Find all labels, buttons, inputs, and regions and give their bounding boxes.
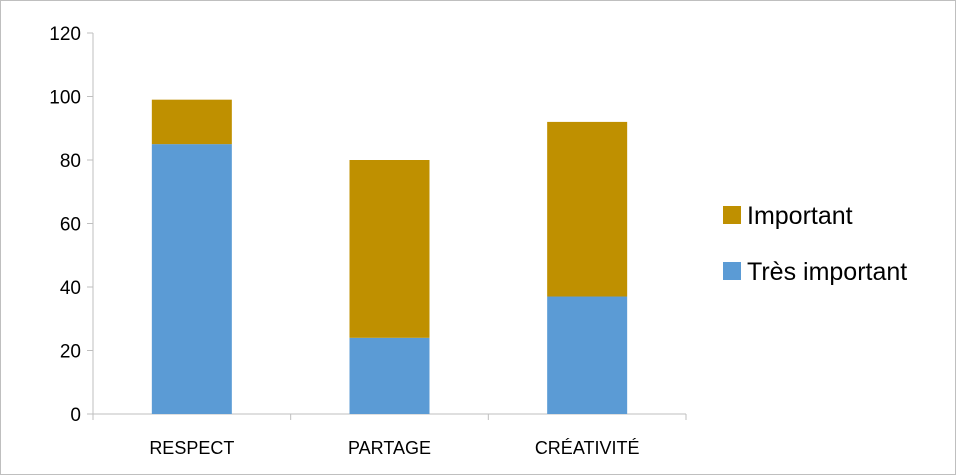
x-category-label: CRÉATIVITÉ — [535, 438, 640, 458]
legend-label: Très important — [747, 258, 907, 286]
y-tick-label: 100 — [49, 88, 81, 109]
y-tick-label: 80 — [60, 151, 81, 172]
y-tick-label: 20 — [60, 342, 81, 363]
bar-créativité-series-0 — [547, 296, 628, 414]
bar-partage-series-0 — [349, 337, 430, 414]
legend: Important Très important — [723, 202, 907, 286]
bar-créativité-series-1 — [547, 121, 628, 297]
legend-swatch — [723, 262, 741, 280]
bar-partage-series-1 — [349, 160, 430, 338]
legend-label: Important — [747, 202, 853, 230]
y-tick-label: 40 — [60, 278, 81, 299]
bar-respect-series-1 — [151, 99, 232, 145]
bars — [151, 99, 628, 414]
bar-respect-series-0 — [151, 144, 232, 414]
y-tick-label: 60 — [60, 215, 81, 236]
y-tick-label: 0 — [70, 405, 81, 426]
x-category-label: PARTAGE — [348, 438, 431, 458]
x-axis: RESPECT PARTAGE CRÉATIVITÉ — [92, 413, 687, 458]
legend-swatch — [723, 206, 741, 224]
x-category-label: RESPECT — [149, 438, 234, 458]
y-tick-label: 120 — [49, 24, 81, 45]
y-axis: 0 20 40 60 80 100 120 — [49, 24, 94, 426]
